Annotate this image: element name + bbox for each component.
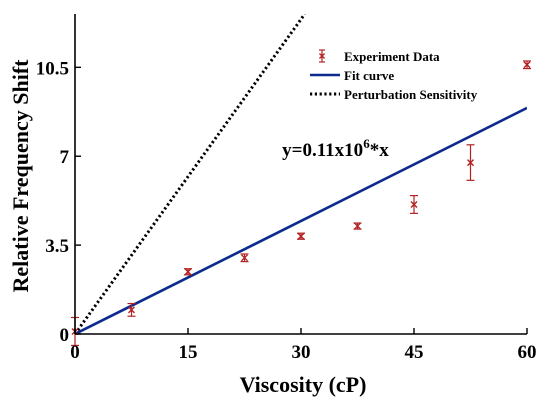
fit-equation-base: y=0.11x10 — [282, 140, 363, 161]
legend-label: Fit curve — [344, 68, 394, 83]
axes: 0 15 30 45 60 0 3.5 7 10.5 — [36, 14, 537, 363]
y-tick-label: 0 — [60, 325, 70, 346]
y-tick-label: 7 — [60, 147, 70, 168]
x-tick-label: 30 — [292, 342, 311, 363]
fit-equation-exponent: 6 — [363, 136, 370, 151]
x-tick-label: 15 — [179, 342, 198, 363]
x-tick-label: 45 — [405, 342, 424, 363]
y-tick-label: 3.5 — [45, 236, 69, 257]
y-tick-label: 10.5 — [36, 58, 69, 79]
data-point — [184, 268, 192, 276]
data-point — [353, 222, 362, 230]
fit-line — [75, 106, 527, 334]
sensitivity-line — [75, 14, 306, 334]
fit-equation: y=0.11x106*x — [282, 136, 389, 161]
x-marker — [467, 159, 474, 167]
data-point — [297, 232, 305, 240]
data-point — [240, 253, 249, 263]
x-marker — [184, 268, 192, 276]
legend-entry: Perturbation Sensitivity — [310, 87, 478, 102]
legend: Experiment Data Fit curve Perturbation Sen… — [310, 49, 478, 102]
data-point — [523, 60, 531, 70]
x-axis-label: Viscosity (cP) — [240, 372, 367, 397]
data-point — [410, 194, 418, 214]
legend-entry: Experiment Data — [319, 49, 440, 64]
x-marker — [128, 306, 135, 314]
legend-x-marker — [319, 53, 325, 59]
legend-label: Experiment Data — [344, 49, 440, 64]
x-marker — [523, 61, 531, 69]
legend-entry: Fit curve — [310, 68, 394, 83]
x-marker — [297, 232, 305, 240]
plot-area: y=0.11x106*x — [71, 14, 531, 347]
data-point — [127, 302, 136, 317]
plot-clip-group — [75, 14, 527, 334]
x-tick-label: 60 — [518, 342, 537, 363]
x-tick-label: 0 — [70, 342, 80, 363]
fit-equation-tail: *x — [370, 140, 390, 161]
x-marker — [410, 200, 418, 208]
x-marker — [241, 254, 248, 262]
x-marker — [354, 222, 361, 230]
data-point — [466, 144, 475, 181]
legend-label: Perturbation Sensitivity — [344, 87, 478, 102]
y-axis-label: Relative Frequency Shift — [8, 59, 33, 293]
